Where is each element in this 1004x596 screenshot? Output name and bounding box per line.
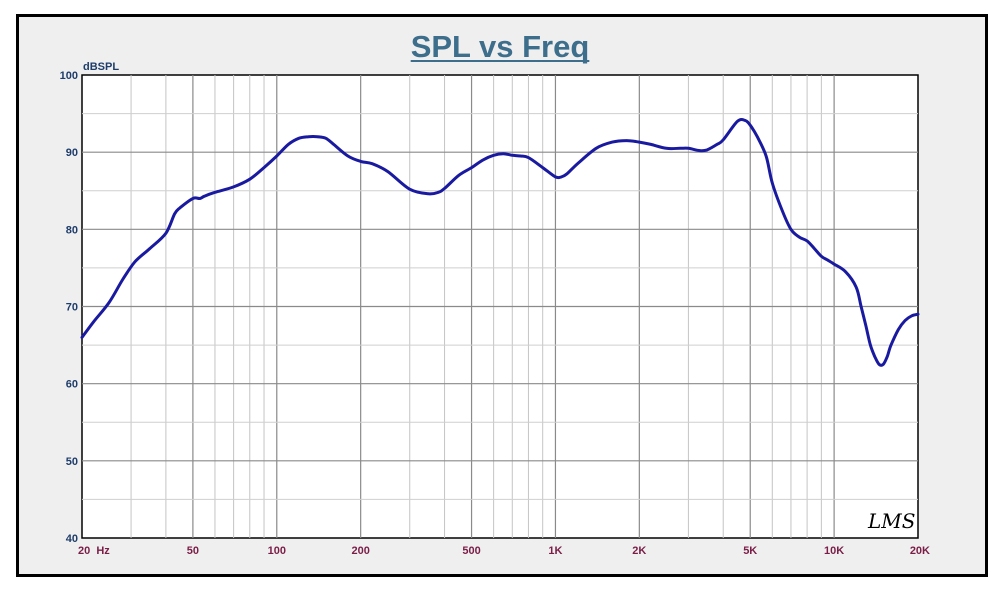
- x-tick-label: 50: [187, 545, 199, 557]
- x-tick-label: 5K: [743, 545, 757, 557]
- y-tick-label: 60: [66, 379, 78, 391]
- chart-title: SPL vs Freq: [411, 29, 590, 64]
- y-tick-label: 90: [66, 147, 78, 159]
- lms-watermark: LMS: [867, 509, 915, 533]
- x-tick-label: 500: [462, 545, 480, 557]
- grid-lines: [82, 75, 918, 538]
- x-tick-label: 20K: [910, 545, 930, 557]
- y-axis-label: dBSPL: [83, 61, 119, 73]
- x-tick-label: 1K: [548, 545, 562, 557]
- y-tick-label: 50: [66, 456, 78, 468]
- x-tick-label: 10K: [824, 545, 844, 557]
- x-tick-label: 20 Hz: [78, 545, 110, 557]
- y-tick-label: 40: [66, 533, 78, 545]
- y-tick-label: 100: [60, 70, 78, 82]
- x-tick-label: 200: [351, 545, 369, 557]
- x-tick-label: 100: [268, 545, 286, 557]
- y-tick-label: 80: [66, 224, 78, 236]
- y-tick-label: 70: [66, 302, 78, 314]
- x-tick-label: 2K: [632, 545, 646, 557]
- axis-ticks: 40 50 60 70 80 90 100 20 Hz 50 100 200 500 1K 2K 5K 10K…: [60, 70, 930, 557]
- spl-series-line: [80, 117, 920, 367]
